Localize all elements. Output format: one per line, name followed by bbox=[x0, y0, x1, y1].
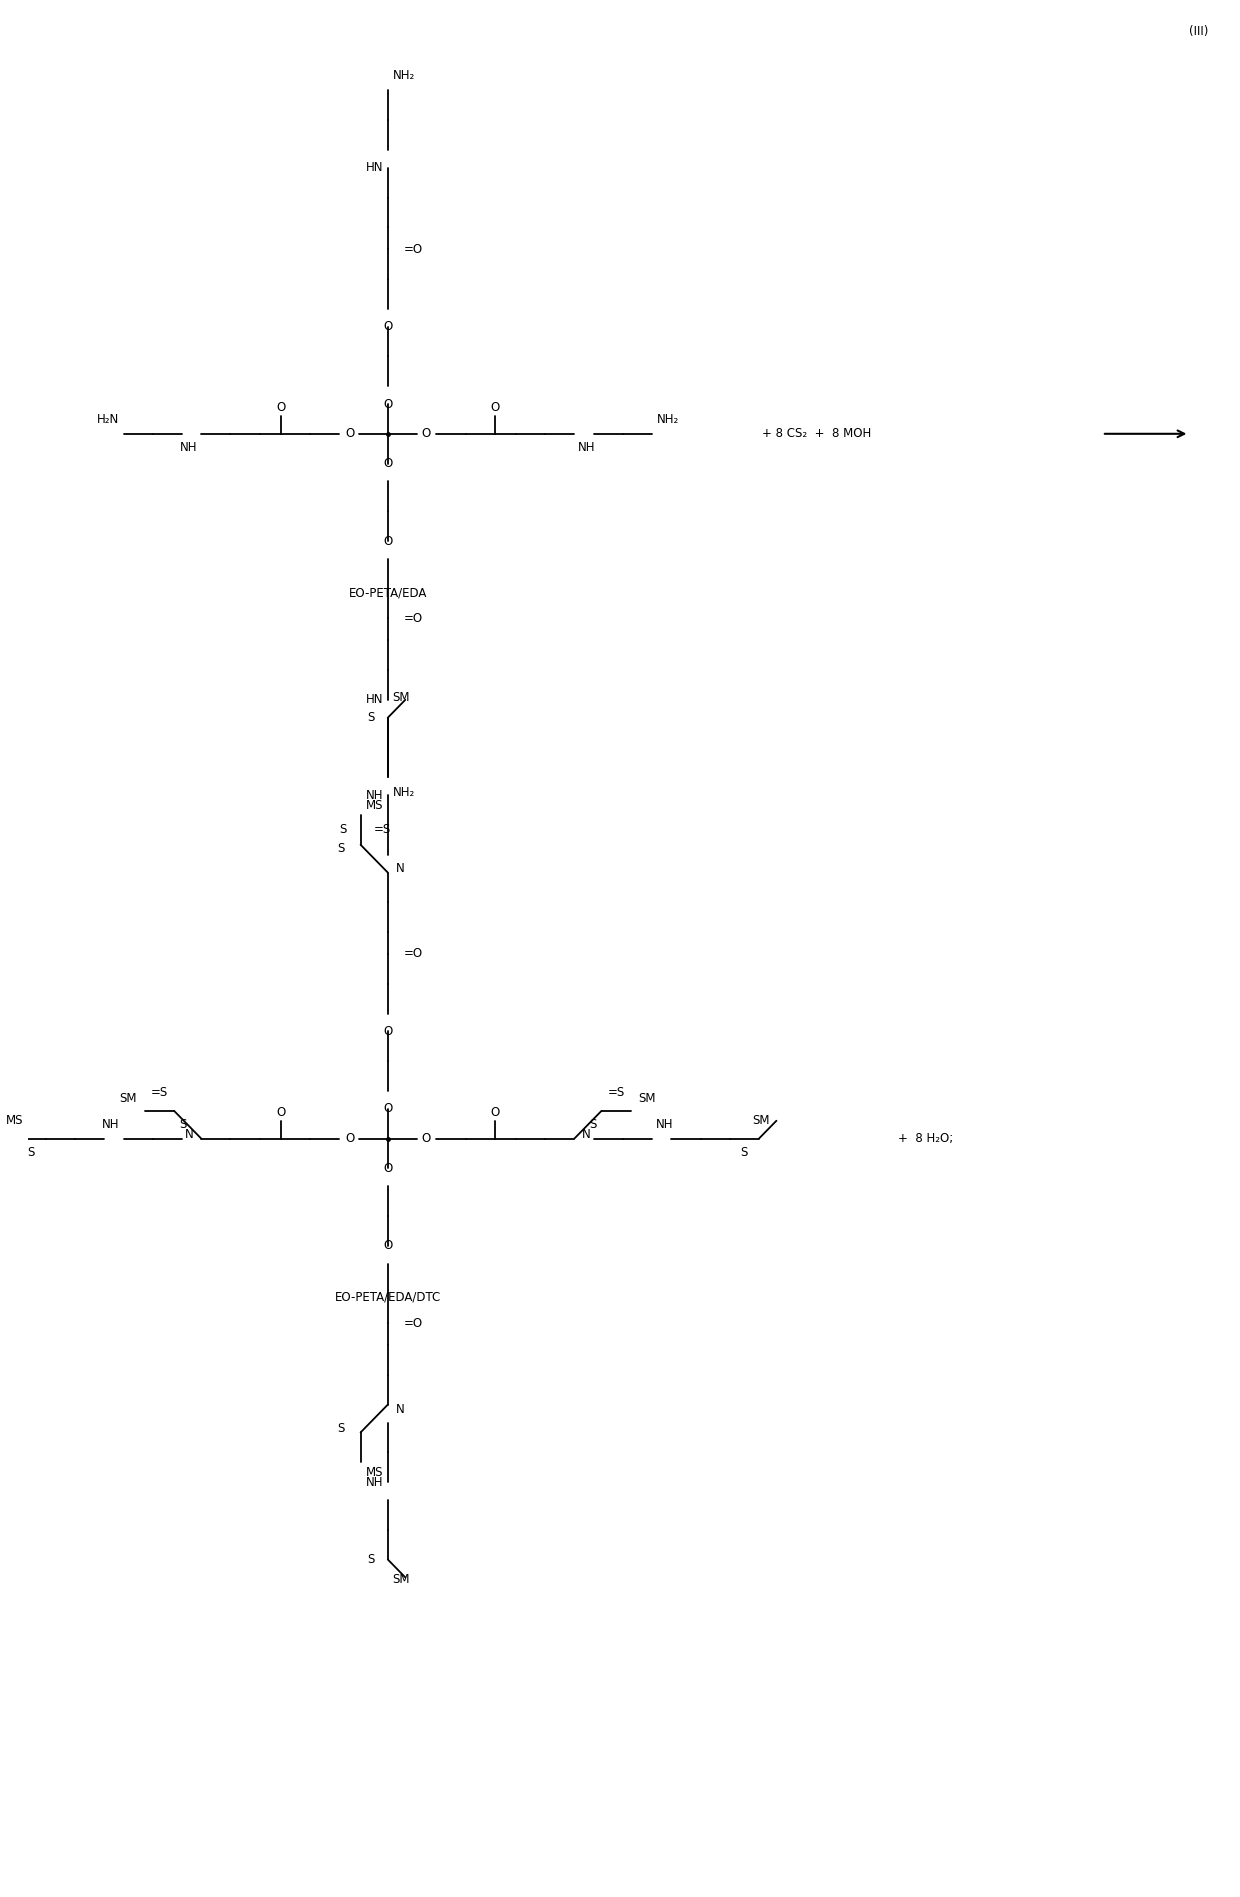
Text: MS: MS bbox=[366, 1466, 383, 1478]
Text: HN: HN bbox=[366, 692, 383, 706]
Text: S: S bbox=[27, 1146, 35, 1159]
Text: O: O bbox=[383, 1239, 392, 1252]
Text: NH₂: NH₂ bbox=[393, 68, 415, 82]
Text: NH: NH bbox=[578, 442, 595, 453]
Text: S: S bbox=[337, 842, 345, 856]
Text: =O: =O bbox=[403, 947, 423, 960]
Text: O: O bbox=[277, 1106, 285, 1119]
Text: O: O bbox=[383, 457, 392, 470]
Text: O: O bbox=[383, 1161, 392, 1174]
Text: + 8 CS₂  +  8 MOH: + 8 CS₂ + 8 MOH bbox=[761, 427, 870, 440]
Text: NH₂: NH₂ bbox=[657, 414, 680, 427]
Text: O: O bbox=[383, 398, 392, 410]
Text: SM: SM bbox=[393, 1573, 410, 1586]
Text: NH: NH bbox=[180, 442, 197, 453]
Text: N: N bbox=[582, 1127, 590, 1140]
Text: =S: =S bbox=[374, 823, 392, 837]
Text: SM: SM bbox=[119, 1093, 138, 1106]
Text: O: O bbox=[383, 321, 392, 334]
Text: O: O bbox=[422, 1133, 430, 1146]
Text: O: O bbox=[490, 402, 500, 414]
Text: N: N bbox=[396, 861, 404, 875]
Text: MS: MS bbox=[366, 799, 383, 812]
Text: N: N bbox=[185, 1127, 193, 1140]
Text: S: S bbox=[340, 823, 347, 837]
Text: O: O bbox=[383, 1102, 392, 1115]
Text: O: O bbox=[277, 402, 285, 414]
Text: SM: SM bbox=[639, 1093, 656, 1106]
Text: N: N bbox=[396, 1402, 404, 1415]
Text: =O: =O bbox=[403, 243, 423, 256]
Text: +  8 H₂O;: + 8 H₂O; bbox=[898, 1133, 954, 1146]
Text: NH: NH bbox=[656, 1117, 673, 1131]
Text: S: S bbox=[367, 711, 374, 725]
Text: O: O bbox=[490, 1106, 500, 1119]
Text: NH: NH bbox=[102, 1117, 119, 1131]
Text: =O: =O bbox=[403, 1317, 423, 1330]
Text: O: O bbox=[383, 1024, 392, 1038]
Text: SM: SM bbox=[393, 691, 410, 704]
Text: =O: =O bbox=[403, 613, 423, 624]
Text: S: S bbox=[589, 1117, 596, 1131]
Text: EO-PETA/EDA/DTC: EO-PETA/EDA/DTC bbox=[335, 1292, 441, 1303]
Text: MS: MS bbox=[6, 1114, 24, 1127]
Text: O: O bbox=[345, 1133, 355, 1146]
Text: O: O bbox=[422, 427, 430, 440]
Text: H₂N: H₂N bbox=[97, 414, 119, 427]
Text: =S: =S bbox=[608, 1087, 625, 1100]
Text: O: O bbox=[383, 535, 392, 548]
Text: EO-PETA/EDA: EO-PETA/EDA bbox=[348, 586, 427, 599]
Text: HN: HN bbox=[366, 161, 383, 175]
Text: S: S bbox=[740, 1146, 748, 1159]
Text: NH₂: NH₂ bbox=[393, 785, 415, 799]
Text: S: S bbox=[179, 1117, 186, 1131]
Text: SM: SM bbox=[753, 1114, 770, 1127]
Text: =S: =S bbox=[151, 1087, 169, 1100]
Text: S: S bbox=[367, 1554, 374, 1567]
Text: (III): (III) bbox=[1189, 25, 1209, 38]
Text: O: O bbox=[345, 427, 355, 440]
Text: NH: NH bbox=[366, 1476, 383, 1489]
Text: NH: NH bbox=[366, 789, 383, 802]
Text: S: S bbox=[337, 1423, 345, 1434]
